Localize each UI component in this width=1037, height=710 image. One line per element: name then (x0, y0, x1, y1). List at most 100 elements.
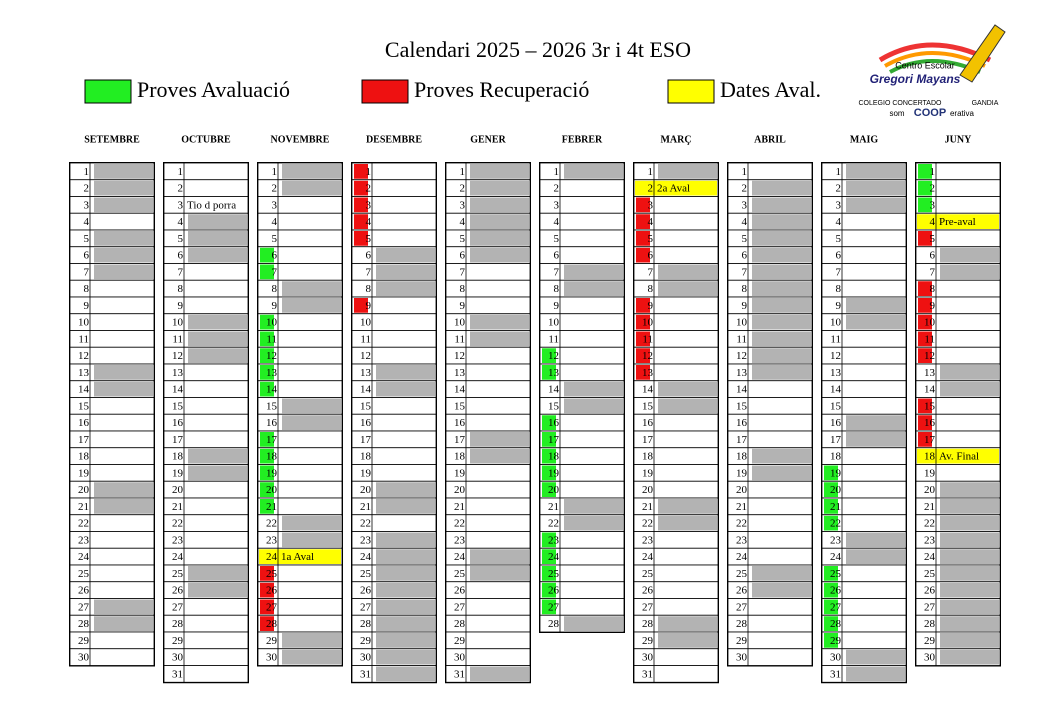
day-number: 9 (836, 300, 842, 312)
day-off (940, 499, 999, 514)
day-number: 1 (366, 166, 372, 178)
day-off (470, 197, 529, 213)
day-number: 23 (172, 534, 184, 546)
day-number: 1 (272, 166, 278, 178)
day-number: 6 (460, 250, 466, 262)
day-off (564, 264, 623, 280)
day-number: 5 (742, 233, 748, 245)
day-off (658, 633, 717, 648)
day-number: 16 (642, 417, 654, 429)
day-number: 5 (930, 233, 936, 245)
day-number: 10 (454, 317, 466, 329)
day-number: 25 (830, 568, 842, 580)
day-off (564, 398, 623, 414)
day-number: 25 (924, 568, 936, 580)
day-number: 26 (360, 585, 372, 597)
day-number: 13 (78, 367, 90, 379)
day-exam (636, 247, 650, 263)
day-off (564, 616, 623, 631)
day-off (94, 247, 153, 263)
day-number: 16 (172, 417, 184, 429)
day-number: 27 (548, 601, 560, 613)
day-exam (636, 214, 650, 229)
day-off (94, 599, 153, 615)
logo-text: Gregori Mayans (870, 72, 961, 86)
day-number: 22 (548, 518, 559, 530)
day-number: 15 (830, 400, 842, 412)
day-off (940, 582, 999, 598)
day-number: 7 (930, 266, 936, 278)
day-off (94, 499, 153, 514)
day-exam (918, 348, 932, 363)
day-number: 21 (548, 501, 559, 513)
day-number: 1 (648, 166, 654, 178)
day-number: 27 (172, 601, 184, 613)
day-number: 29 (924, 635, 936, 647)
day-off (376, 566, 435, 581)
day-off (752, 465, 811, 481)
day-off (94, 365, 153, 380)
day-off (376, 264, 435, 280)
day-number: 12 (830, 350, 841, 362)
day-exam (354, 180, 368, 196)
day-number: 24 (548, 551, 560, 563)
day-number: 15 (266, 400, 278, 412)
logo-text: COOP (914, 107, 946, 119)
day-number: 27 (360, 601, 372, 613)
logo-text: COLEGIO CONCERTADO (859, 100, 943, 107)
day-number: 12 (736, 350, 747, 362)
day-number: 19 (172, 467, 184, 479)
day-number: 17 (548, 434, 560, 446)
day-off (376, 247, 435, 263)
day-exam (260, 482, 274, 497)
day-off (940, 649, 999, 665)
day-number: 2 (460, 183, 466, 195)
day-off (846, 649, 905, 665)
day-number: 26 (548, 585, 560, 597)
day-number: 18 (736, 451, 748, 463)
day-number: 31 (454, 668, 465, 680)
day-number: 1 (84, 166, 90, 178)
day-number: 9 (178, 300, 184, 312)
day-exam (260, 599, 274, 615)
day-off (846, 197, 905, 213)
day-off (752, 231, 811, 246)
day-off (94, 482, 153, 497)
day-exam (542, 582, 556, 598)
day-number: 13 (736, 367, 748, 379)
day-off (752, 197, 811, 213)
day-number: 10 (924, 317, 936, 329)
day-exam (918, 281, 932, 296)
day-number: 8 (366, 283, 372, 295)
day-off (752, 331, 811, 347)
day-off (470, 331, 529, 347)
day-number: 30 (360, 652, 372, 664)
day-exam (542, 365, 556, 380)
day-exam (824, 465, 838, 481)
day-number: 22 (736, 518, 747, 530)
day-number: 28 (454, 618, 466, 630)
day-number: 27 (642, 601, 654, 613)
day-number: 25 (360, 568, 372, 580)
day-number: 10 (642, 317, 654, 329)
day-number: 6 (836, 250, 842, 262)
day-number: 21 (266, 501, 277, 513)
day-number: 15 (172, 400, 184, 412)
day-number: 20 (548, 484, 560, 496)
day-number: 11 (924, 333, 935, 345)
day-number: 15 (454, 400, 466, 412)
day-number: 12 (548, 350, 559, 362)
day-number: 2 (272, 183, 278, 195)
day-number: 13 (548, 367, 560, 379)
month-name: ABRIL (754, 134, 786, 145)
day-number: 11 (736, 333, 747, 345)
day-number: 16 (924, 417, 936, 429)
day-exam (918, 398, 932, 414)
day-exam (260, 566, 274, 581)
day-number: 14 (172, 384, 184, 396)
day-number: 14 (78, 384, 90, 396)
day-number: 12 (454, 350, 465, 362)
day-off (564, 164, 623, 179)
day-number: 29 (78, 635, 90, 647)
